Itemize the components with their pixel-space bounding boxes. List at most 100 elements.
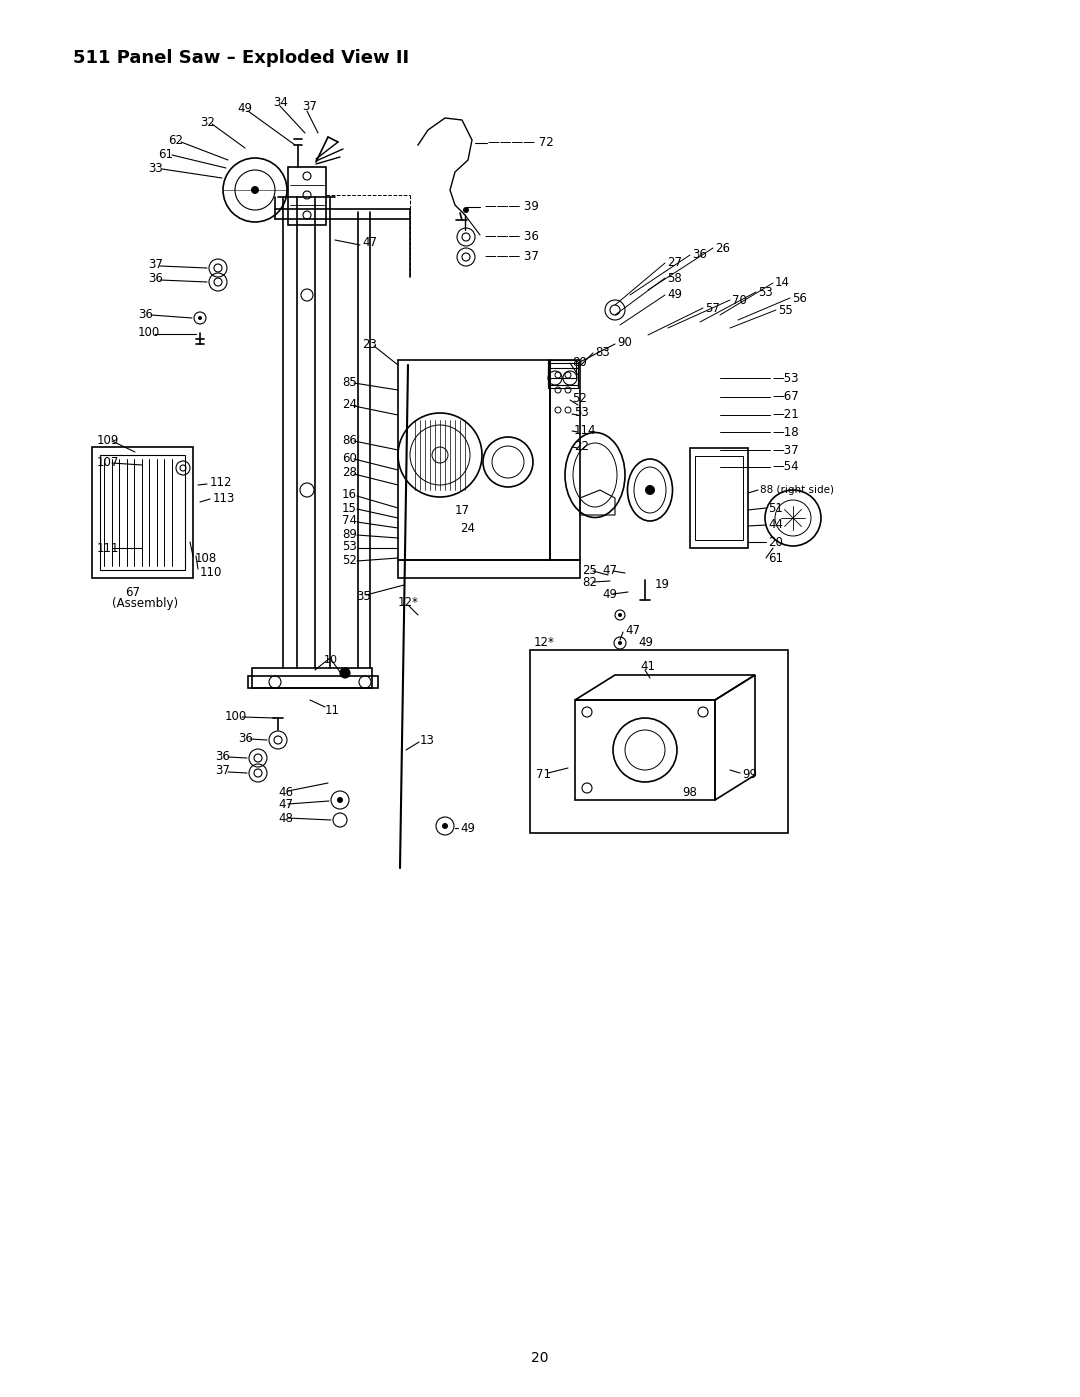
Text: 36: 36	[215, 750, 230, 763]
Text: 37: 37	[148, 258, 163, 271]
Bar	[252, 668, 372, 687]
Text: 23: 23	[362, 338, 377, 352]
Text: 51: 51	[768, 502, 783, 514]
Text: 109: 109	[97, 433, 120, 447]
Text: 41: 41	[640, 661, 654, 673]
Text: 55: 55	[778, 303, 793, 317]
Text: —37: —37	[772, 443, 798, 457]
Text: —67: —67	[772, 391, 799, 404]
Text: 52: 52	[342, 553, 356, 567]
Bar	[399, 360, 550, 560]
Text: 89: 89	[342, 528, 356, 541]
Text: 98: 98	[683, 785, 698, 799]
Text: 14: 14	[775, 277, 789, 289]
Text: 19: 19	[654, 578, 670, 591]
Text: 70: 70	[732, 293, 747, 306]
Text: 37: 37	[215, 764, 230, 778]
Text: 57: 57	[705, 302, 720, 314]
Text: 48: 48	[278, 813, 293, 826]
Circle shape	[442, 823, 448, 828]
Text: 34: 34	[273, 96, 288, 109]
Text: 49: 49	[237, 102, 252, 115]
Text: 11: 11	[325, 704, 340, 717]
Bar	[100, 455, 185, 570]
Text: 32: 32	[200, 116, 215, 129]
Text: 35: 35	[356, 591, 370, 604]
Text: 25: 25	[582, 563, 597, 577]
Bar	[92, 447, 193, 578]
Text: 36: 36	[692, 249, 707, 261]
Text: 62: 62	[168, 134, 183, 147]
Text: 13: 13	[420, 733, 435, 746]
Text: 86: 86	[342, 433, 356, 447]
Bar	[288, 168, 326, 225]
Text: —21: —21	[772, 408, 799, 422]
Text: 114: 114	[573, 423, 596, 436]
Bar	[550, 360, 580, 560]
Text: 37: 37	[302, 101, 316, 113]
Text: 511 Panel Saw – Exploded View II: 511 Panel Saw – Exploded View II	[73, 49, 409, 67]
Bar	[548, 363, 578, 386]
Circle shape	[618, 613, 622, 617]
Text: 49: 49	[460, 823, 475, 835]
Text: 74: 74	[342, 514, 357, 528]
Text: 36: 36	[148, 272, 163, 285]
Text: 20: 20	[768, 535, 783, 549]
Circle shape	[198, 316, 202, 320]
Text: 99: 99	[742, 768, 757, 781]
Text: —18: —18	[772, 426, 798, 439]
Text: 107: 107	[97, 455, 120, 468]
Text: 47: 47	[362, 236, 377, 250]
Text: 20: 20	[531, 1351, 549, 1365]
Text: 47: 47	[625, 623, 640, 637]
Text: 49: 49	[602, 588, 617, 602]
Text: 36: 36	[238, 732, 253, 745]
Text: 47: 47	[278, 799, 293, 812]
Text: 36: 36	[138, 309, 153, 321]
Text: 49: 49	[638, 637, 653, 650]
Text: 88 (right side): 88 (right side)	[760, 485, 834, 495]
Text: 16: 16	[342, 489, 357, 502]
Bar	[696, 455, 743, 541]
Text: ——— 39: ——— 39	[485, 201, 539, 214]
Circle shape	[645, 485, 654, 495]
Text: 110: 110	[200, 566, 222, 578]
Text: 53: 53	[342, 541, 356, 553]
Text: 46: 46	[278, 787, 293, 799]
Text: 108: 108	[195, 552, 217, 564]
Text: 61: 61	[768, 552, 783, 564]
Text: 80: 80	[572, 355, 586, 369]
Text: 90: 90	[617, 337, 632, 349]
Text: 83: 83	[595, 345, 610, 359]
Circle shape	[337, 798, 343, 803]
Text: 33: 33	[148, 162, 163, 175]
Bar	[248, 676, 378, 687]
Text: 111: 111	[97, 542, 120, 555]
Text: 85: 85	[342, 377, 356, 390]
Text: 100: 100	[225, 710, 247, 722]
Text: 53: 53	[573, 407, 589, 419]
Bar	[530, 650, 788, 833]
Circle shape	[618, 641, 622, 645]
Text: (Assembly): (Assembly)	[112, 597, 178, 609]
Bar	[548, 360, 576, 379]
Text: 61: 61	[158, 148, 173, 161]
Text: 52: 52	[572, 393, 586, 405]
Bar	[690, 448, 748, 548]
Text: 58: 58	[667, 271, 681, 285]
Text: 112: 112	[210, 476, 232, 489]
Text: 22: 22	[573, 440, 589, 453]
Text: 82: 82	[582, 577, 597, 590]
Text: ———— 72: ———— 72	[488, 136, 554, 148]
Text: 10: 10	[324, 655, 338, 665]
Text: 56: 56	[792, 292, 807, 305]
Bar	[548, 367, 578, 388]
Circle shape	[463, 207, 469, 212]
Text: 49: 49	[667, 289, 681, 302]
Text: 44: 44	[768, 518, 783, 531]
Text: 24: 24	[342, 398, 357, 412]
Text: ——— 36: ——— 36	[485, 231, 539, 243]
Text: 28: 28	[342, 467, 356, 479]
Circle shape	[251, 186, 259, 194]
Text: —53: —53	[772, 372, 798, 384]
